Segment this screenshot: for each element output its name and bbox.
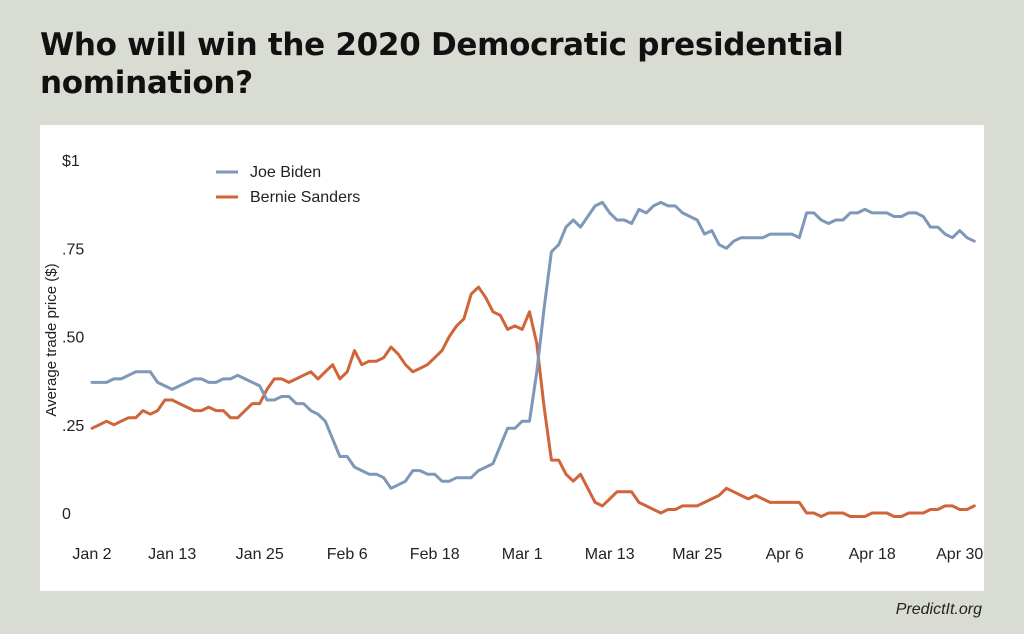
x-tick-label: Feb 6: [327, 546, 368, 563]
legend-label: Joe Biden: [250, 164, 321, 181]
y-tick-label: .50: [62, 330, 84, 347]
series-lines: [90, 200, 976, 518]
x-tick-label: Jan 25: [236, 546, 284, 563]
x-tick-label: Apr 6: [766, 546, 804, 563]
series-line-bernie-sanders: [90, 285, 976, 518]
chart-title: Who will win the 2020 Democratic preside…: [40, 27, 844, 101]
x-tick-label: Jan 13: [148, 546, 196, 563]
y-axis-label: Average trade price ($): [43, 263, 60, 416]
source-credit: PredictIt.org: [895, 601, 982, 618]
x-axis-ticks: Jan 2 Jan 13 Jan 25 Feb 6 Feb 18 Mar 1 Mar 13 M…: [72, 546, 983, 563]
legend-label: Bernie Sanders: [250, 189, 360, 206]
y-tick-label: 0: [62, 506, 71, 523]
x-tick-label: Mar 25: [672, 546, 722, 563]
y-tick-label: .75: [62, 241, 84, 258]
y-tick-label: $1: [62, 153, 80, 170]
x-tick-label: Jan 2: [72, 546, 111, 563]
y-axis-ticks: $1 .75 .50 .25 0: [62, 153, 84, 523]
x-tick-label: Apr 30: [936, 546, 983, 563]
y-axis-label-group: Average trade price ($): [43, 263, 60, 416]
x-tick-label: Feb 18: [410, 546, 460, 563]
legend: Joe Biden Bernie Sanders: [216, 164, 360, 206]
x-tick-label: Mar 13: [585, 546, 635, 563]
y-tick-label: .25: [62, 418, 84, 435]
x-tick-label: Apr 18: [849, 546, 896, 563]
chart-panel: Average trade price ($) $1 .75 .50 .25 0 Jan…: [40, 125, 984, 591]
x-tick-label: Mar 1: [502, 546, 543, 563]
series-line-joe-biden: [90, 200, 976, 490]
line-chart: Average trade price ($) $1 .75 .50 .25 0 Jan…: [43, 153, 983, 563]
